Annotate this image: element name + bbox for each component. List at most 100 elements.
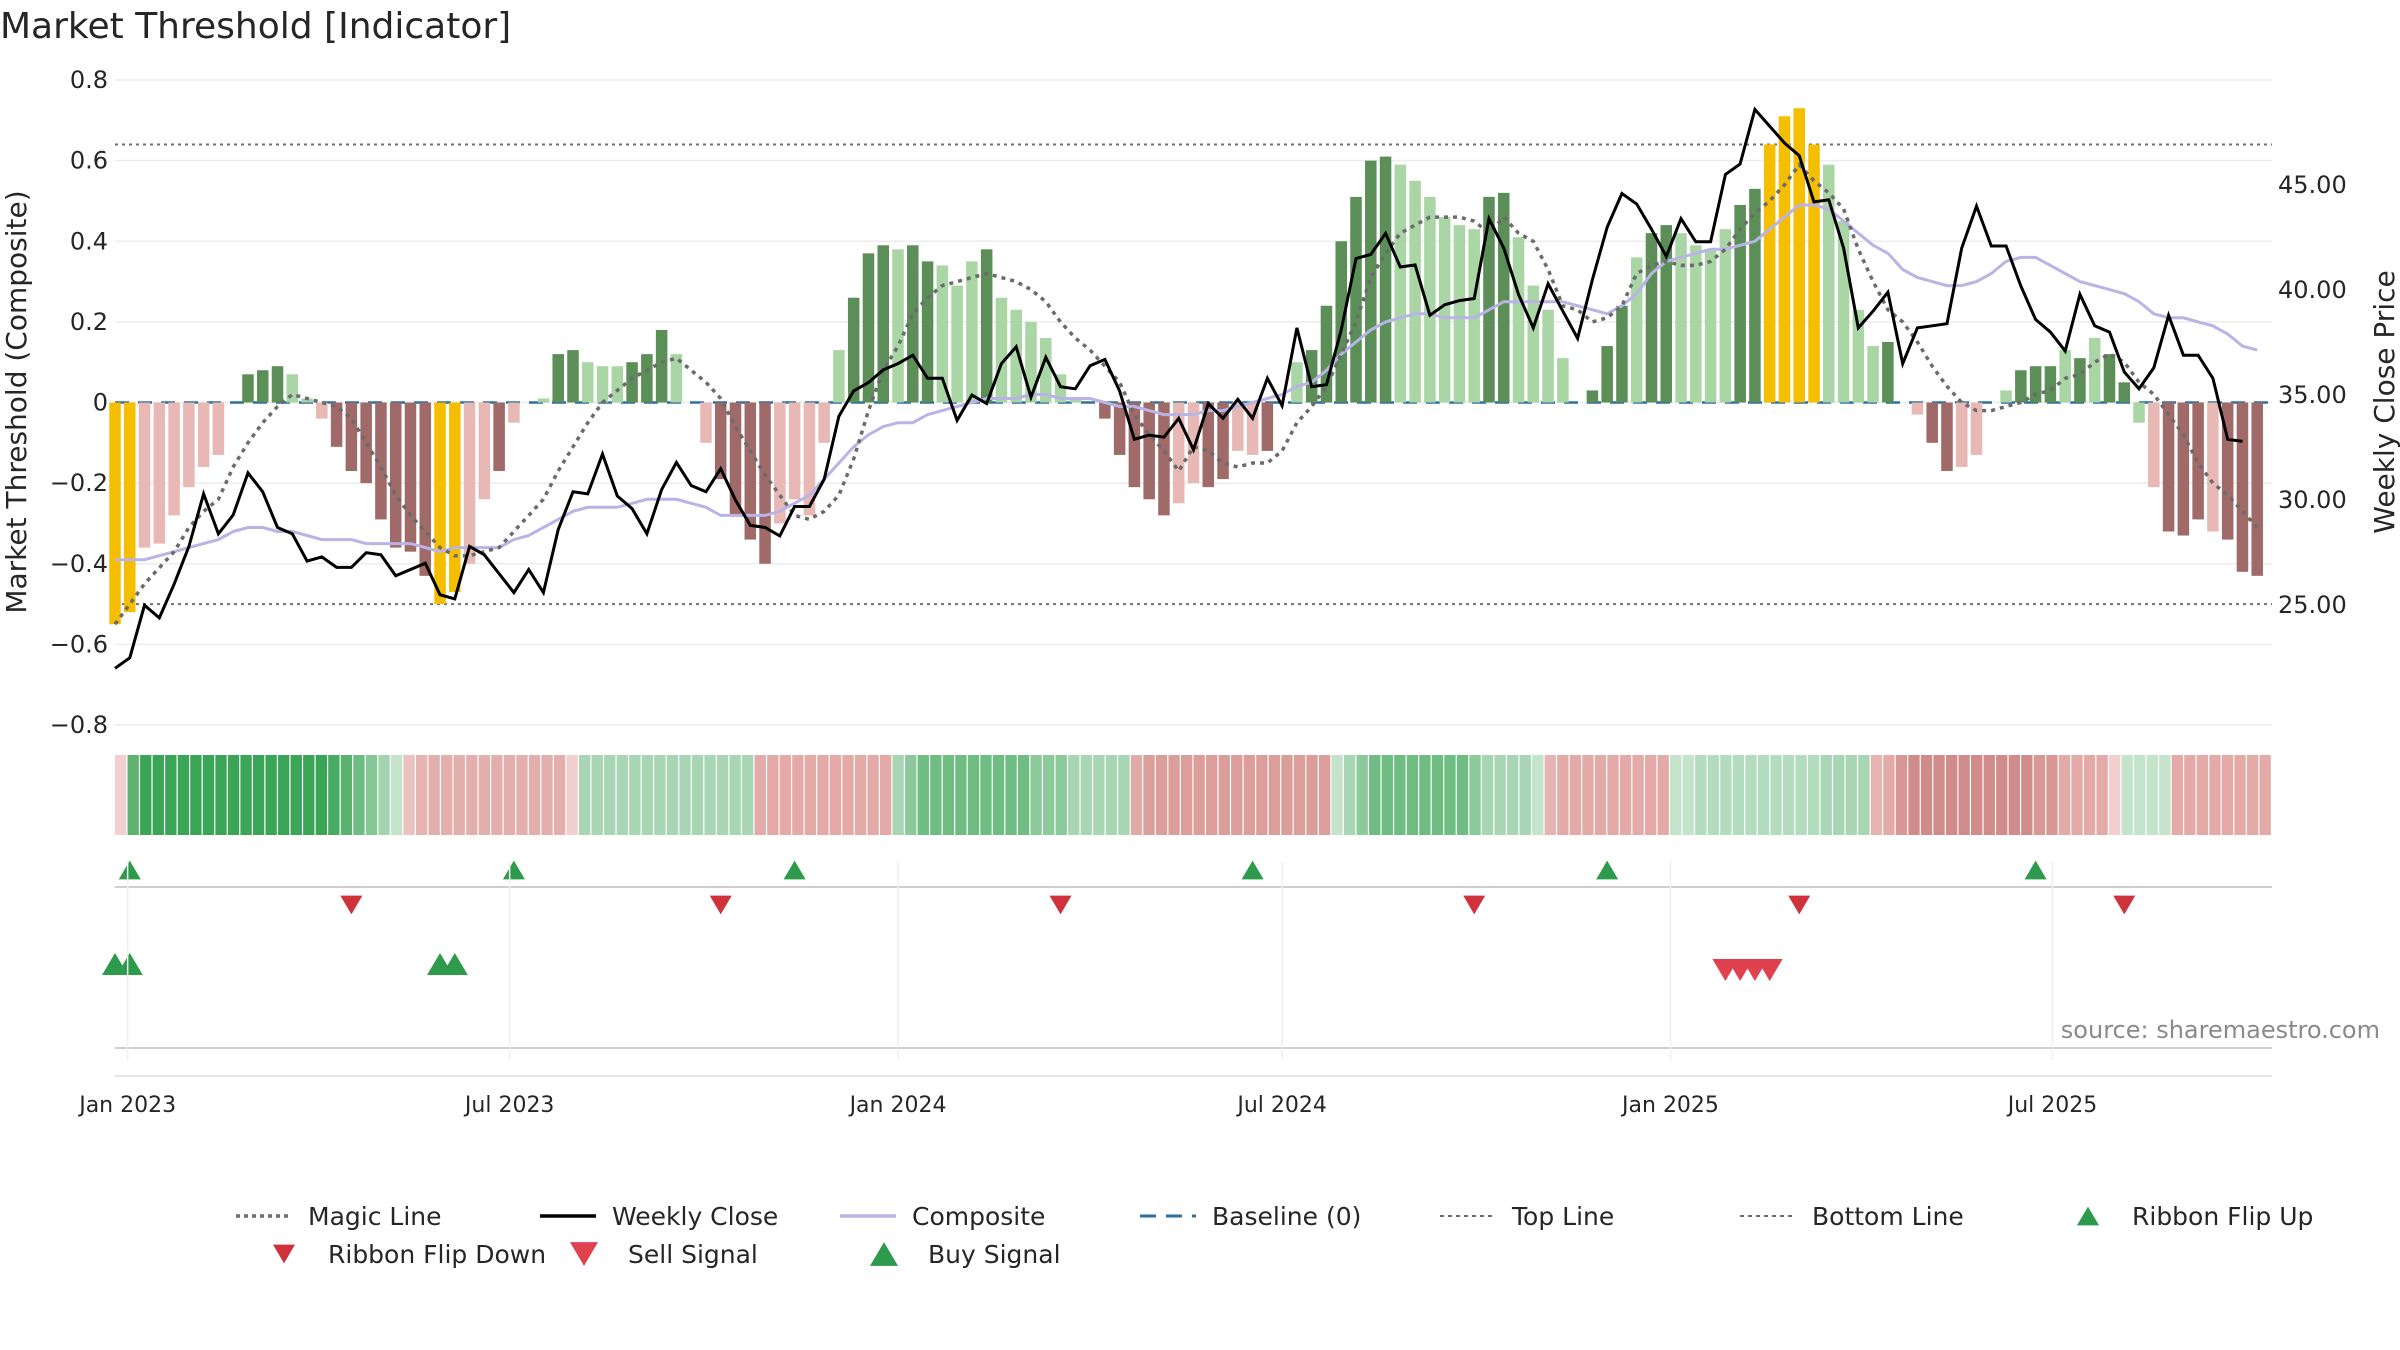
legend: Magic Line Weekly Close Composite Baseline … [236, 1202, 2313, 1269]
composite-bar [138, 402, 151, 548]
ribbon-cell [1005, 755, 1017, 835]
ribbon-cell [604, 755, 616, 835]
composite-bar [419, 402, 432, 576]
legend-label: Composite [912, 1202, 1045, 1231]
composite-bar [1778, 116, 1791, 403]
ribbon-cell [1080, 755, 1092, 835]
composite-bar [286, 374, 299, 403]
composite-bar [360, 402, 372, 484]
ribbon-cell [1469, 755, 1481, 835]
composite-bar [1763, 144, 1776, 403]
composite-bar [2103, 354, 2116, 403]
x-tick-label: Jul 2024 [1235, 1093, 1327, 1118]
ribbon-cell [980, 755, 992, 835]
ribbon-cell [1231, 755, 1243, 835]
ribbon-cell [955, 755, 967, 835]
composite-bar [1926, 402, 1938, 443]
composite-bar [966, 261, 978, 403]
ribbon-cell [1105, 755, 1118, 835]
composite-bar [2192, 402, 2204, 520]
ribbon-cell [2021, 755, 2033, 835]
composite-bar [197, 402, 210, 467]
x-tick-label: Jan 2025 [1620, 1093, 1719, 1118]
composite-bar [626, 362, 638, 403]
composite-bar [1394, 164, 1407, 403]
ribbon-cell [1281, 755, 1293, 835]
composite-bar [537, 398, 550, 403]
x-tick-label: Jul 2025 [2006, 1093, 2098, 1118]
composite-bar [995, 297, 1008, 403]
legend-label: Top Line [1511, 1202, 1614, 1231]
ribbon-cell [1782, 755, 1795, 835]
ribbon-cell [1695, 755, 1707, 835]
ribbon-cell [2008, 755, 2020, 835]
composite-bar [714, 402, 727, 480]
legend-label: Buy Signal [928, 1240, 1061, 1269]
ribbon-cell [1795, 755, 1807, 835]
composite-bar [1542, 309, 1554, 403]
ribbon-cell [666, 755, 679, 835]
composite-bars [109, 108, 2263, 625]
ribbon-cell [1431, 755, 1444, 835]
composite-bar [611, 366, 624, 403]
composite-bar [1025, 321, 1037, 403]
composite-bar [434, 402, 446, 605]
ribbon-cell [1318, 755, 1331, 835]
ribbon-cell [353, 755, 365, 835]
ribbon-cell [591, 755, 603, 835]
ribbon-cell [1017, 755, 1030, 835]
composite-bar [552, 354, 564, 403]
x-tick-label: Jul 2023 [463, 1093, 555, 1118]
ribbon-cell [892, 755, 904, 835]
ribbon-cell [240, 755, 252, 835]
ribbon-cell [2234, 755, 2246, 835]
composite-bar [729, 402, 742, 516]
composite-bar [1172, 402, 1185, 504]
ribbon-cell [378, 755, 390, 835]
composite-bar [1320, 305, 1333, 403]
composite-bar [1867, 346, 1879, 403]
composite-bar [1158, 402, 1170, 516]
ribbon-cell [1996, 755, 2008, 835]
magic-line [113, 161, 2259, 626]
ribbon-cell [767, 755, 779, 835]
ribbon-cell [1745, 755, 1757, 835]
composite-bar [921, 261, 934, 403]
composite-bar [301, 398, 313, 403]
ribbon-cell [541, 755, 553, 835]
composite-bar [818, 402, 830, 443]
ribbon-cell [691, 755, 704, 835]
ribbon-cell [1068, 755, 1080, 835]
composite-bar [449, 402, 461, 592]
buy-signal-marker [116, 952, 143, 976]
composite-bar [1955, 402, 1968, 467]
composite-bar [1232, 402, 1244, 451]
weekly-close-line [114, 106, 2243, 670]
y-left-tick-label: 0.8 [70, 66, 108, 94]
source-note: source: sharemaestro.com [2061, 1016, 2380, 1044]
composite-bar [892, 249, 904, 403]
composite-bar [2162, 402, 2175, 532]
legend-label: Sell Signal [628, 1240, 758, 1269]
composite-bar [2133, 402, 2145, 423]
composite-bar [508, 402, 520, 423]
composite-bar [1113, 402, 1126, 455]
ribbon-cell [1406, 755, 1419, 835]
composite-bar [1039, 338, 1052, 403]
composite-bar [847, 297, 860, 403]
composite-bar [582, 362, 594, 403]
ribbon-cell [252, 755, 265, 835]
ribbon-cell [1519, 755, 1531, 835]
ribbon-cell [1180, 755, 1193, 835]
ribbon-cell [491, 755, 503, 835]
composite-bar [1261, 402, 1274, 451]
ribbon-cell [2159, 755, 2171, 835]
ribbon-cell [2171, 755, 2184, 835]
ribbon-cell [227, 755, 240, 835]
legend-label: Baseline (0) [1212, 1202, 1361, 1231]
y-left-tick-label: 0.2 [70, 308, 108, 336]
y-left-tick-label: −0.4 [50, 550, 108, 578]
composite-bar [1690, 245, 1702, 403]
composite-bar [1852, 309, 1865, 403]
ribbon-cell [1644, 755, 1657, 835]
